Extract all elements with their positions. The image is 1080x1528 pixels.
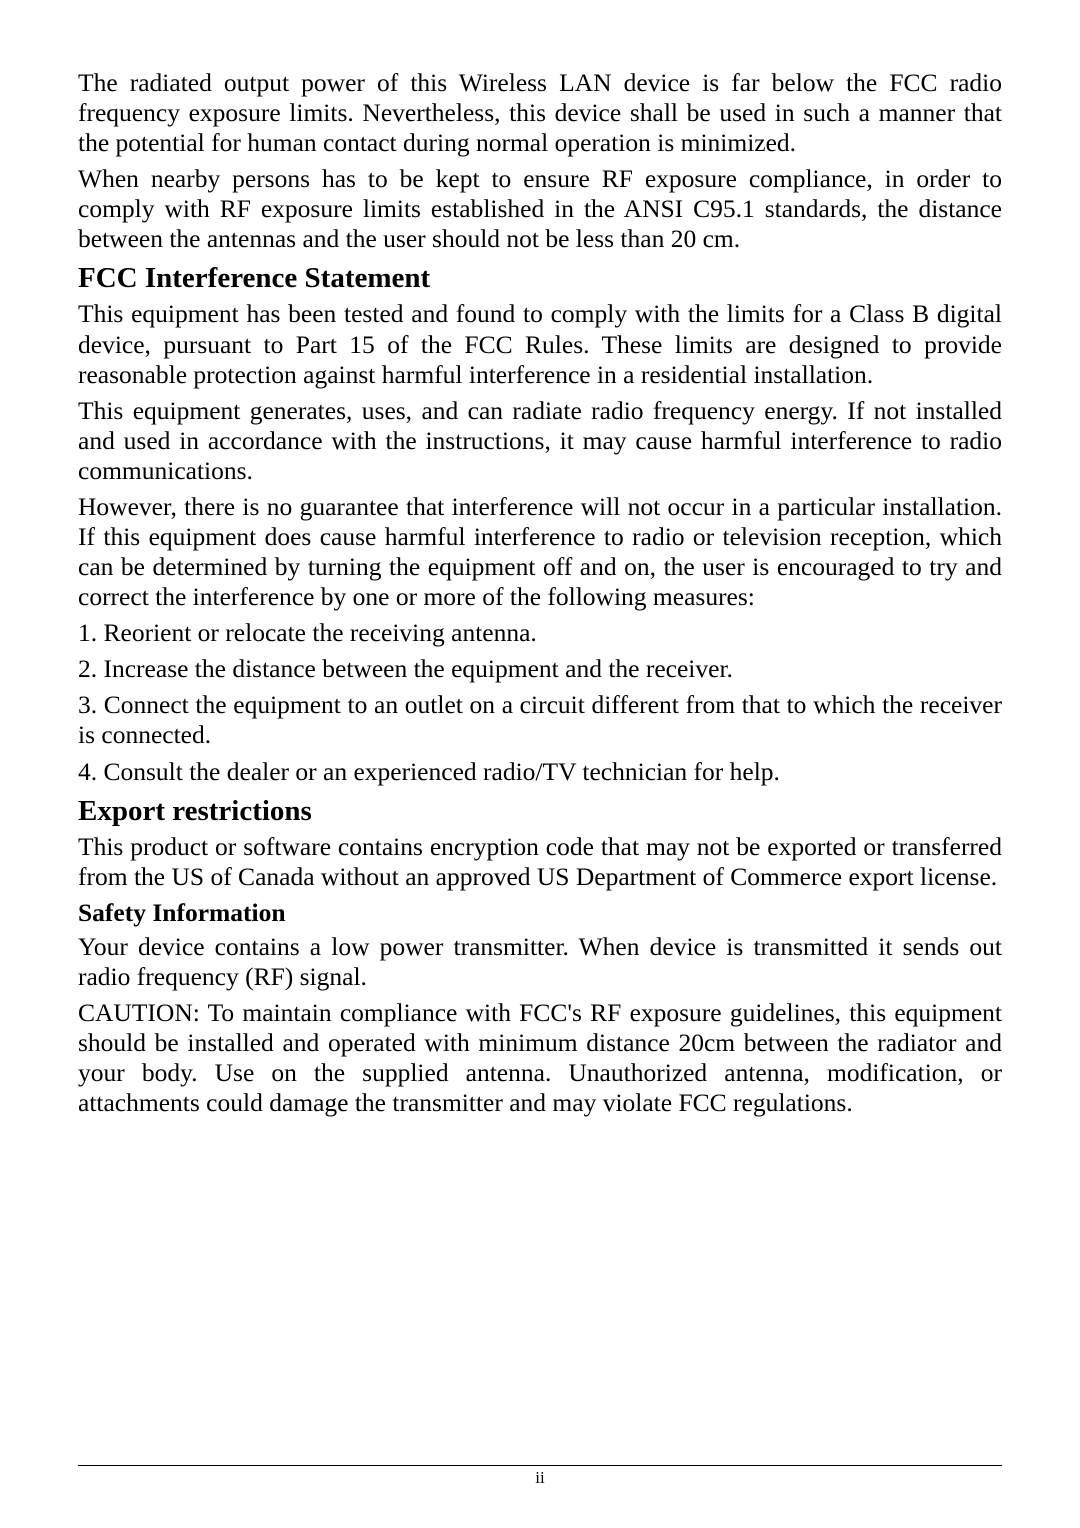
body-paragraph: Your device contains a low power transmi…	[78, 932, 1002, 992]
body-paragraph: The radiated output power of this Wirele…	[78, 68, 1002, 158]
body-paragraph: CAUTION: To maintain compliance with FCC…	[78, 998, 1002, 1118]
list-item: 3. Connect the equipment to an outlet on…	[78, 690, 1002, 750]
body-paragraph: This equipment generates, uses, and can …	[78, 396, 1002, 486]
body-paragraph: However, there is no guarantee that inte…	[78, 492, 1002, 612]
body-paragraph: This product or software contains encryp…	[78, 832, 1002, 892]
body-paragraph: This equipment has been tested and found…	[78, 299, 1002, 389]
list-item: 1. Reorient or relocate the receiving an…	[78, 618, 1002, 648]
heading-safety-information: Safety Information	[78, 898, 1002, 928]
list-item: 4. Consult the dealer or an experienced …	[78, 757, 1002, 787]
page-number: ii	[78, 1468, 1002, 1488]
heading-fcc-interference: FCC Interference Statement	[78, 262, 1002, 295]
body-paragraph: When nearby persons has to be kept to en…	[78, 164, 1002, 254]
list-item: 2. Increase the distance between the equ…	[78, 654, 1002, 684]
heading-export-restrictions: Export restrictions	[78, 795, 1002, 828]
page-footer: ii	[78, 1465, 1002, 1488]
footer-rule	[78, 1465, 1002, 1466]
